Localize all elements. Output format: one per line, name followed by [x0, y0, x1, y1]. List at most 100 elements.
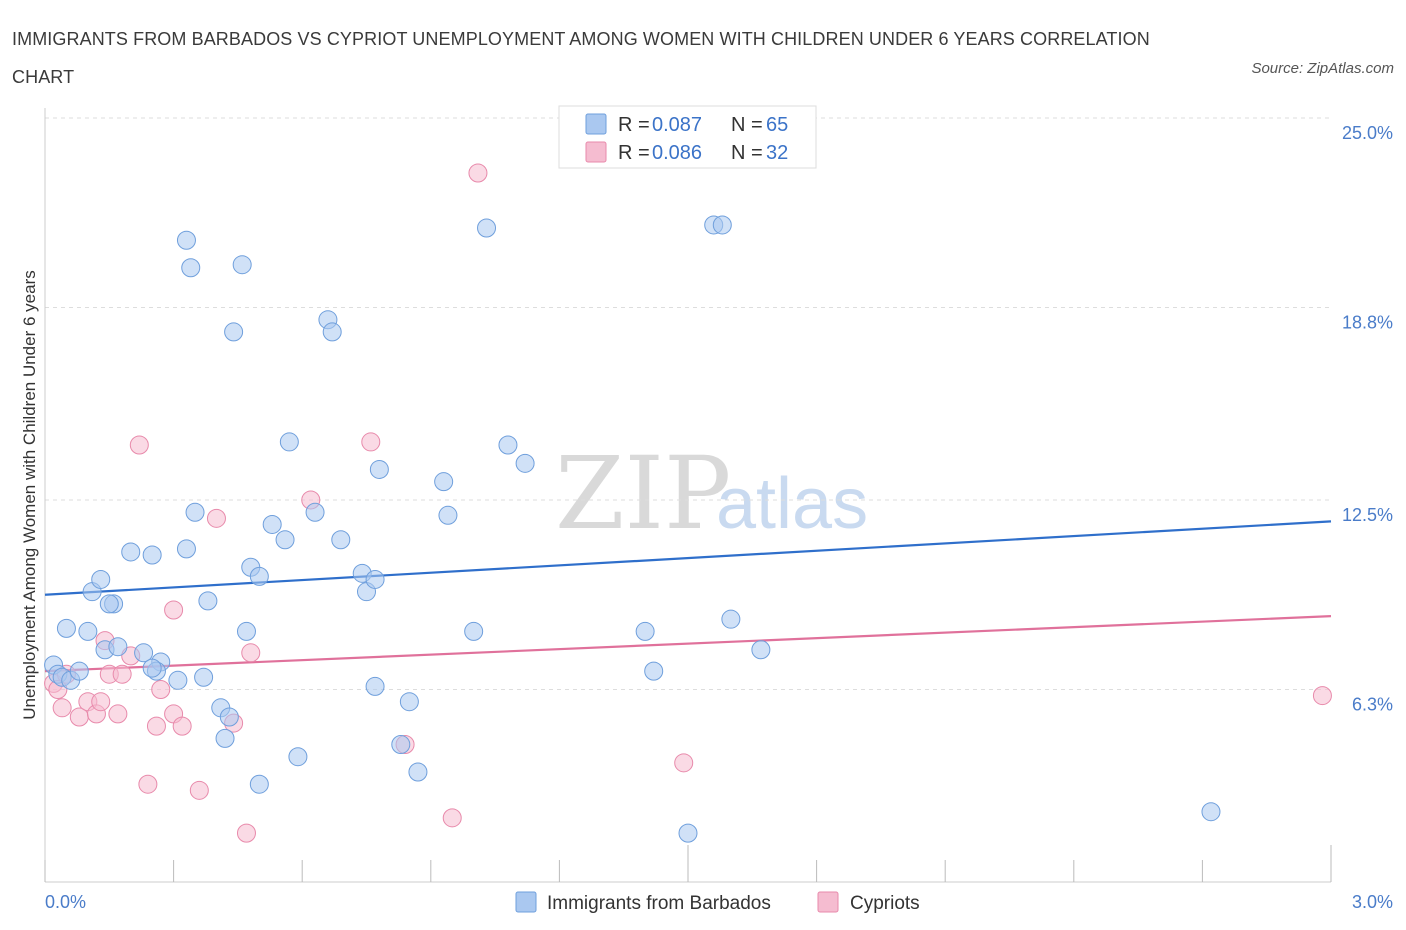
- legend-swatch-cypriots: [585, 141, 607, 163]
- legend-n-label-1: N =: [731, 114, 763, 136]
- point-barbados-58: [224, 322, 244, 342]
- point-barbados-52: [712, 215, 732, 235]
- point-cypriots-10: [112, 664, 132, 684]
- point-cypriots-13: [138, 774, 158, 794]
- point-cypriots-29: [674, 753, 694, 773]
- watermark-atlas: atlas: [716, 464, 868, 544]
- point-barbados-44: [438, 505, 458, 525]
- point-barbados-49: [635, 621, 655, 641]
- legend-r-value-2: 0.086: [652, 142, 702, 164]
- point-barbados-20: [198, 591, 218, 611]
- point-barbados-64: [142, 658, 162, 678]
- point-barbados-6: [78, 621, 98, 641]
- point-barbados-46: [477, 218, 497, 238]
- axes: [44, 108, 1332, 883]
- stats-legend: R = 0.087 N = 65 R = 0.086 N = 32: [558, 105, 817, 169]
- point-barbados-31: [288, 747, 308, 767]
- point-barbados-35: [331, 530, 351, 550]
- series-legend-label-barbados: Immigrants from Barbados: [547, 893, 771, 914]
- series-legend-label-cypriots: Cypriots: [850, 893, 920, 914]
- point-barbados-42: [408, 762, 428, 782]
- point-barbados-47: [498, 435, 518, 455]
- point-barbados-39: [369, 459, 389, 479]
- point-barbados-56: [181, 258, 201, 278]
- point-barbados-27: [249, 566, 269, 586]
- watermark-zip: ZIP: [555, 435, 731, 552]
- series-legend-swatch-cypriots: [817, 891, 839, 913]
- y-tick-label-3: 25.0%: [1342, 123, 1393, 143]
- point-barbados-17: [168, 670, 188, 690]
- point-barbados-11: [108, 637, 128, 657]
- point-barbados-29: [275, 530, 295, 550]
- grid-lines: [45, 117, 1331, 690]
- point-barbados-38: [365, 569, 385, 589]
- source-label: Source: ZipAtlas.com: [1251, 60, 1394, 77]
- y-tick-label-2: 18.8%: [1342, 312, 1393, 332]
- point-barbados-30: [279, 432, 299, 452]
- legend-r-label-2: R =: [618, 142, 650, 164]
- point-barbados-55: [176, 230, 196, 250]
- point-barbados-19: [185, 502, 205, 522]
- point-barbados-8: [91, 569, 111, 589]
- point-cypriots-16: [164, 600, 184, 620]
- point-barbados-61: [678, 823, 698, 843]
- legend-n-label-2: N =: [731, 142, 763, 164]
- point-barbados-45: [464, 621, 484, 641]
- point-barbados-34: [322, 322, 342, 342]
- legend-n-value-1: 65: [766, 114, 788, 136]
- point-barbados-21: [194, 667, 214, 687]
- point-barbados-3: [56, 618, 76, 638]
- point-barbados-28: [262, 514, 282, 534]
- point-cypriots-15: [151, 679, 171, 699]
- point-barbados-24: [215, 728, 235, 748]
- point-barbados-41: [399, 692, 419, 712]
- point-barbados-59: [249, 774, 269, 794]
- point-cypriots-18: [172, 716, 192, 736]
- point-barbados-12: [121, 542, 141, 562]
- y-tick-label-0: 6.3%: [1352, 694, 1393, 714]
- legend-swatch-barbados: [585, 113, 607, 135]
- point-cypriots-23: [241, 643, 261, 663]
- y-tick-label-1: 12.5%: [1342, 505, 1393, 525]
- point-barbados-40: [391, 734, 411, 754]
- point-cypriots-25: [361, 432, 381, 452]
- point-barbados-32: [305, 502, 325, 522]
- point-barbados-5: [69, 661, 89, 681]
- point-barbados-60: [365, 676, 385, 696]
- point-barbados-57: [232, 255, 252, 275]
- point-cypriots-22: [236, 823, 256, 843]
- point-barbados-48: [515, 453, 535, 473]
- tick-labels: 6.3% 12.5% 18.8% 25.0% 0.0% 3.0%: [45, 123, 1393, 912]
- series-legend: Immigrants from Barbados Cypriots: [515, 891, 920, 914]
- point-barbados-43: [434, 472, 454, 492]
- point-barbados-25: [236, 621, 256, 641]
- legend-r-label-1: R =: [618, 114, 650, 136]
- point-barbados-54: [751, 640, 771, 660]
- point-cypriots-9: [108, 704, 128, 724]
- point-barbados-50: [644, 661, 664, 681]
- point-barbados-14: [142, 545, 162, 565]
- y-axis-label: Unemployment Among Women with Children U…: [20, 270, 39, 719]
- chart-title: IMMIGRANTS FROM BARBADOS VS CYPRIOT UNEM…: [12, 29, 1150, 87]
- point-barbados-62: [1201, 802, 1221, 822]
- x-tick-label-0: 0.0%: [45, 892, 86, 912]
- legend-r-value-1: 0.087: [652, 114, 702, 136]
- point-barbados-18: [176, 539, 196, 559]
- point-barbados-63: [99, 594, 119, 614]
- legend-n-value-2: 32: [766, 142, 788, 164]
- point-cypriots-20: [206, 508, 226, 528]
- trend-line-cypriots: [44, 615, 1332, 673]
- point-cypriots-19: [189, 780, 209, 800]
- point-cypriots-2: [52, 698, 72, 718]
- point-cypriots-14: [146, 716, 166, 736]
- data-points: [44, 163, 1332, 843]
- point-cypriots-12: [129, 435, 149, 455]
- point-cypriots-28: [468, 163, 488, 183]
- point-barbados-53: [721, 609, 741, 629]
- point-cypriots-31: [91, 692, 111, 712]
- point-cypriots-30: [1312, 686, 1332, 706]
- x-tick-label-1: 3.0%: [1352, 892, 1393, 912]
- point-cypriots-27: [442, 808, 462, 828]
- point-barbados-23: [219, 707, 239, 727]
